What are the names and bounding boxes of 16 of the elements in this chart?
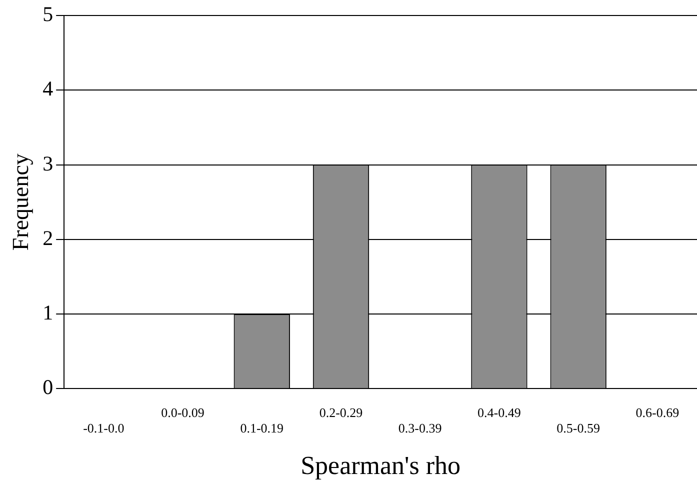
x-tick-label: 0.6-0.69 bbox=[636, 404, 680, 420]
y-tick-label: 4 bbox=[42, 76, 54, 101]
x-tick-label: 0.3-0.39 bbox=[398, 420, 442, 436]
x-axis-title: Spearman's rho bbox=[300, 451, 461, 480]
y-axis-title: Frequency bbox=[8, 153, 33, 251]
y-tick-label: 2 bbox=[42, 226, 54, 250]
x-tick-label: 0.0-0.09 bbox=[161, 404, 204, 420]
x-tick-label: -0.1-0.0 bbox=[83, 420, 124, 436]
x-tick-label: 0.4-0.49 bbox=[478, 404, 521, 420]
x-tick-label: 0.2-0.29 bbox=[319, 404, 363, 420]
y-tick-label: 1 bbox=[42, 300, 54, 325]
y-tick-label: 3 bbox=[42, 151, 54, 176]
y-tick-label: 5 bbox=[42, 2, 54, 26]
x-tick-label: 0.5-0.59 bbox=[556, 420, 600, 436]
x-tick-label: 0.1-0.19 bbox=[240, 420, 284, 436]
y-tick-label: 0 bbox=[42, 375, 54, 400]
